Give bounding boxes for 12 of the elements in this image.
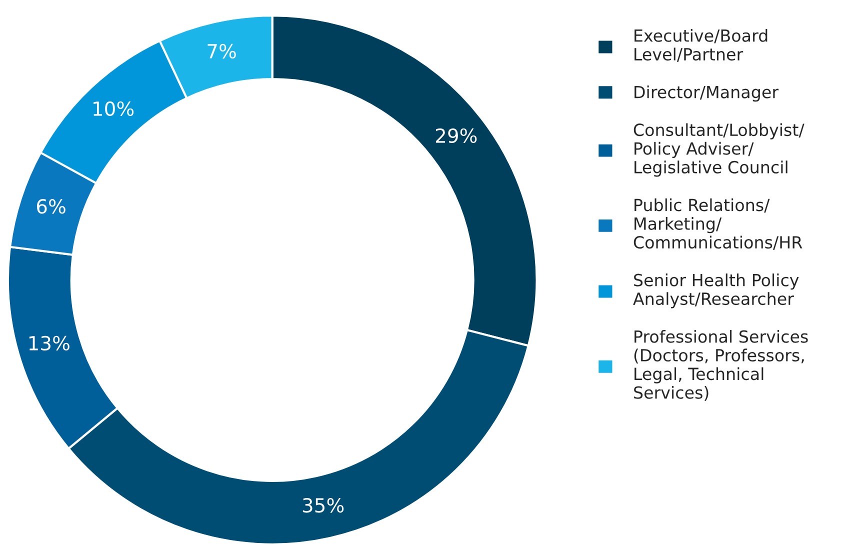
legend-label: Consultant/Lobbyist/ Policy Adviser/ Legislative Council	[634, 123, 804, 177]
data-label: 7%	[208, 44, 236, 59]
data-label: 35%	[302, 498, 344, 513]
data-label: 29%	[436, 128, 477, 144]
data-label: 6%	[36, 199, 66, 214]
legend-label: Professional Services (Doctors, Professors, Legal, Technical Services)	[634, 330, 808, 401]
data-label: 13%	[29, 336, 70, 351]
legend-label: Public Relations/ Marketing/ Communications/HR	[634, 198, 802, 250]
legend-label: Director/Manager	[634, 85, 779, 102]
legend-label: Executive/Board Level/Partner	[634, 29, 768, 62]
data-label: 10%	[94, 101, 134, 116]
legend-label: Senior Health Policy Analyst/Researcher	[633, 274, 799, 308]
